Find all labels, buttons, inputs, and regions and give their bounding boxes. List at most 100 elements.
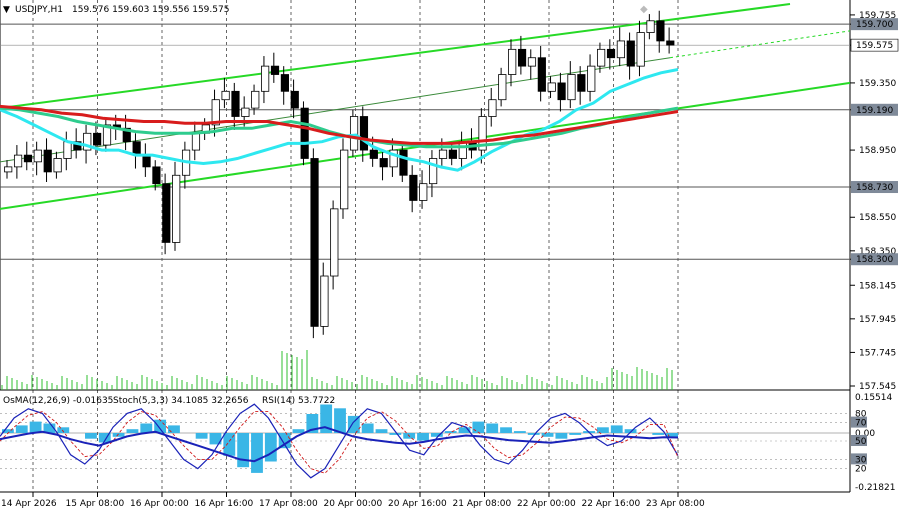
ind-line-stoch bbox=[0, 403, 679, 479]
price-tick-label: 159.755 bbox=[859, 11, 896, 21]
price-panel[interactable]: ◆ bbox=[0, 0, 851, 493]
chart-close-icon[interactable]: ◆ bbox=[640, 4, 648, 15]
indicator-panel[interactable]: OsMA(12,26,9) -0.01635 Stoch(5,3,3) 34.1… bbox=[0, 396, 850, 479]
osma-bar bbox=[168, 425, 180, 433]
candle-body bbox=[517, 48, 527, 67]
current-price-tag: 159.575 bbox=[856, 41, 893, 51]
osma-bar bbox=[112, 433, 125, 437]
osma-bar bbox=[140, 423, 153, 433]
candle-body bbox=[379, 158, 388, 168]
candle-body bbox=[577, 74, 586, 92]
candle-body bbox=[13, 154, 23, 168]
symbol-label: USDJPY,H1 bbox=[15, 5, 63, 15]
candle-body bbox=[330, 208, 339, 277]
ema-line-ema-fast bbox=[0, 68, 679, 172]
candle-body bbox=[587, 65, 596, 92]
level-tag: 159.190 bbox=[856, 106, 893, 116]
candle-body bbox=[142, 154, 151, 168]
price-tick-label: 158.950 bbox=[859, 146, 896, 156]
osma-bar bbox=[15, 425, 28, 433]
time-tick-label: 23 Apr 08:00 bbox=[646, 499, 705, 509]
candle-body bbox=[508, 48, 517, 75]
osma-bar bbox=[85, 433, 97, 439]
candle-body bbox=[478, 116, 487, 151]
candle-body bbox=[389, 149, 398, 168]
candle-body bbox=[231, 90, 240, 117]
osma-bar bbox=[513, 431, 526, 433]
candle-body bbox=[23, 154, 33, 163]
price-tick-label: 157.545 bbox=[859, 382, 896, 392]
candle-body bbox=[191, 132, 201, 151]
ind-tick-label: 80 bbox=[855, 409, 867, 419]
candle-body bbox=[211, 99, 220, 126]
osma-bar bbox=[458, 427, 471, 433]
stoch-label: Stoch(5,3,3) 34.1085 32.2656 bbox=[113, 396, 249, 406]
osma-bar bbox=[237, 433, 250, 468]
osma-bar bbox=[43, 423, 56, 433]
ind-tick-label: 50 bbox=[855, 437, 867, 447]
candle-body bbox=[102, 124, 112, 146]
ind-tick-label: 0.15514 bbox=[855, 393, 892, 403]
vertical-grid bbox=[32, 0, 679, 492]
osma-label: OsMA(12,26,9) -0.01635 bbox=[3, 396, 113, 406]
osma-bar bbox=[417, 433, 429, 441]
level-tag-bg bbox=[851, 181, 898, 194]
candle-body bbox=[646, 20, 655, 33]
candle-body bbox=[409, 174, 418, 201]
stoch-lines bbox=[0, 403, 679, 479]
osma-bar bbox=[57, 427, 70, 433]
ind-tick-label: 70 bbox=[855, 419, 867, 429]
level-tag: 158.300 bbox=[856, 255, 893, 265]
candle-body bbox=[4, 166, 13, 173]
price-tick-label: 158.145 bbox=[859, 281, 896, 291]
candle-body bbox=[251, 90, 260, 109]
candle-body bbox=[53, 158, 62, 173]
osma-bar bbox=[527, 433, 540, 435]
candle-body bbox=[33, 149, 42, 163]
ohlc-values: 159.576 159.603 159.556 159.575 bbox=[72, 5, 229, 15]
candle-body bbox=[527, 57, 537, 67]
candle-body bbox=[567, 74, 576, 101]
price-tick-label: 157.945 bbox=[859, 315, 896, 325]
candle-body bbox=[83, 132, 92, 151]
osma-bar bbox=[541, 433, 554, 437]
level-tag-bg bbox=[851, 103, 898, 116]
osma-bar bbox=[195, 433, 208, 439]
candle-body bbox=[488, 99, 497, 117]
candle-body bbox=[290, 90, 299, 109]
chart-header: ▼ USDJPY,H1 159.576 159.603 159.556 159.… bbox=[3, 5, 229, 15]
price-tick-label: 157.745 bbox=[859, 348, 896, 358]
osma-bar bbox=[98, 433, 111, 443]
osma-histogram bbox=[2, 404, 678, 473]
osma-bar bbox=[251, 433, 263, 473]
time-tick-label: 22 Apr 16:00 bbox=[582, 499, 641, 509]
symbol-dropdown-icon[interactable]: ▼ bbox=[3, 5, 10, 15]
candle-body bbox=[498, 74, 507, 101]
level-tag-bg bbox=[851, 18, 898, 31]
price-tick-label: 158.550 bbox=[859, 213, 896, 223]
candle-body bbox=[172, 174, 181, 243]
osma-bar bbox=[223, 433, 236, 456]
channel-mid-ext bbox=[669, 30, 851, 59]
osma-bar bbox=[472, 421, 485, 433]
candle-body bbox=[557, 82, 566, 101]
ind-level-tag-bg bbox=[851, 453, 867, 465]
time-axis: 14 Apr 2026 15 Apr 08:00 16 Apr 00:00 16 Ap… bbox=[1, 492, 705, 509]
candle-body bbox=[448, 149, 457, 159]
candle-body bbox=[221, 90, 230, 101]
candle-body bbox=[349, 116, 359, 151]
volume-bars bbox=[1, 350, 673, 390]
ind-level-tag-bg bbox=[851, 416, 867, 428]
candlesticks bbox=[4, 10, 675, 339]
candle-body bbox=[399, 149, 408, 176]
candle-body bbox=[547, 82, 556, 92]
level-tag: 158.730 bbox=[856, 183, 893, 193]
osma-bar bbox=[126, 429, 139, 433]
candle-body bbox=[369, 149, 378, 159]
candle-body bbox=[340, 149, 349, 210]
osma-bar bbox=[569, 433, 582, 435]
candle-body bbox=[597, 48, 606, 67]
osma-bar bbox=[347, 415, 360, 433]
